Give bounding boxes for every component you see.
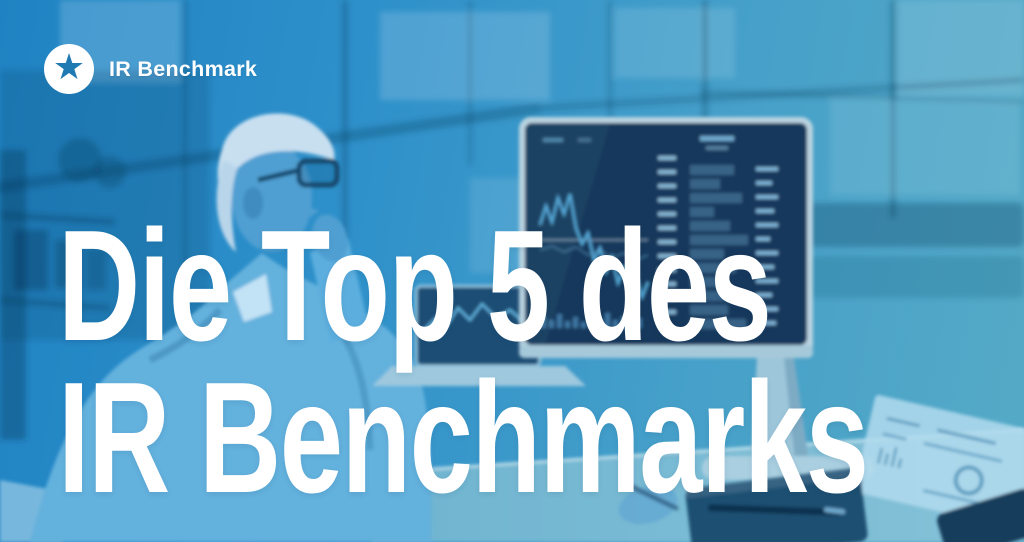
star-icon: ★	[52, 46, 86, 87]
headline-line-1: Die Top 5 des	[58, 198, 772, 374]
laptop	[372, 284, 586, 386]
headline: Die Top 5 des IR Benchmarks	[58, 198, 869, 526]
brand-logo: ★ IR Benchmark	[44, 44, 257, 94]
headline-line-2: IR Benchmarks	[58, 350, 869, 526]
logo-circle: ★	[44, 44, 94, 94]
monitor	[519, 117, 874, 480]
person	[30, 113, 432, 542]
desk-objects	[618, 395, 1024, 542]
brand-name: IR Benchmark	[109, 56, 258, 81]
